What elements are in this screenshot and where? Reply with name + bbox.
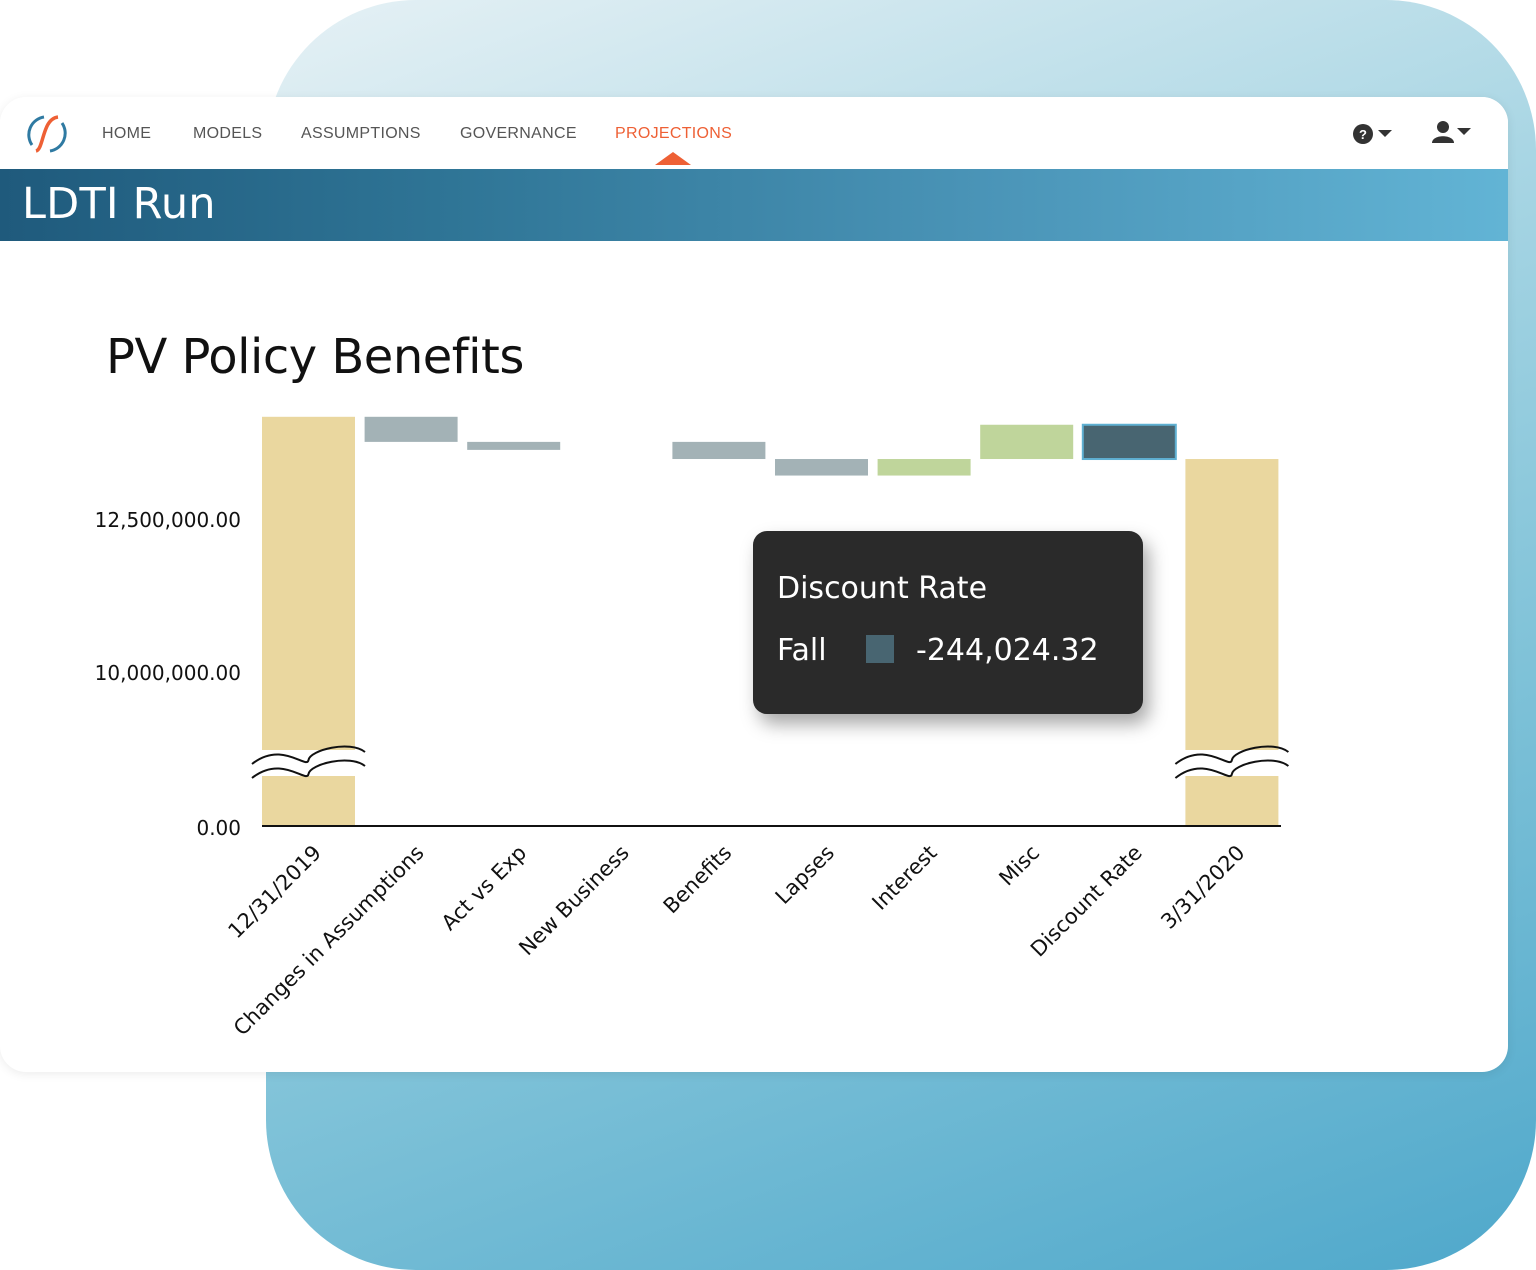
- x-tick-label-1: Changes in Assumptions: [229, 841, 429, 1041]
- nav-models[interactable]: MODELS: [193, 125, 263, 142]
- nav-projections[interactable]: PROJECTIONS: [615, 125, 733, 142]
- bar-act-vs-exp[interactable]: [467, 441, 561, 450]
- user-icon: [1432, 121, 1454, 143]
- help-menu-button[interactable]: ?: [1352, 121, 1398, 147]
- bar-benefits[interactable]: [672, 441, 766, 460]
- bar-lapses[interactable]: [775, 459, 868, 476]
- nav-assumptions[interactable]: ASSUMPTIONS: [301, 125, 421, 142]
- x-tick-label-8: Discount Rate: [1026, 841, 1147, 962]
- x-tick-label-5: Lapses: [771, 841, 839, 909]
- y-tick-label-0: 0.00: [196, 816, 241, 840]
- y-tick-label-2: 12,500,000.00: [95, 508, 241, 532]
- top-navbar: HOME MODELS ASSUMPTIONS GOVERNANCE PROJE…: [0, 97, 1508, 169]
- user-menu-button[interactable]: [1430, 119, 1476, 147]
- tooltip-title: Discount Rate: [777, 571, 988, 606]
- axis-break-icon: [251, 745, 366, 779]
- chart-tooltip: Discount Rate Fall -244,024.32: [753, 531, 1143, 714]
- tooltip-value: -244,024.32: [916, 633, 1099, 668]
- x-tick-label-0: 12/31/2019: [223, 841, 326, 944]
- bar-misc[interactable]: [980, 424, 1074, 460]
- question-circle-icon: ?: [1353, 124, 1373, 144]
- page-title: LDTI Run: [22, 179, 216, 229]
- x-tick-label-2: Act vs Exp: [437, 841, 531, 935]
- y-tick-label-1: 10,000,000.00: [95, 661, 241, 685]
- page-header-banner: LDTI Run: [0, 169, 1508, 241]
- x-tick-label-9: 3/31/2020: [1156, 841, 1249, 934]
- bar-discount-rate[interactable]: [1081, 423, 1177, 461]
- tooltip-series-label: Fall: [777, 633, 827, 668]
- nav-home[interactable]: HOME: [102, 125, 152, 142]
- x-tick-label-6: Interest: [867, 841, 941, 915]
- bar-interest[interactable]: [877, 459, 971, 476]
- app-window: HOME MODELS ASSUMPTIONS GOVERNANCE PROJE…: [0, 97, 1508, 1072]
- nav-governance[interactable]: GOVERNANCE: [460, 125, 577, 142]
- tooltip-color-swatch: [866, 635, 894, 663]
- x-tick-label-3: New Business: [514, 841, 634, 961]
- svg-text:?: ?: [1359, 127, 1367, 142]
- app-logo-icon[interactable]: [24, 111, 70, 157]
- chevron-down-icon: [1378, 130, 1392, 137]
- chart-title: PV Policy Benefits: [106, 329, 524, 385]
- axis-break-icon: [1174, 745, 1290, 779]
- waterfall-chart: 0.00 10,000,000.00 12,500,000.00 12/31/2019…: [95, 416, 1290, 1041]
- bar-changes-in-assumptions[interactable]: [364, 416, 458, 442]
- x-tick-label-7: Misc: [994, 841, 1044, 891]
- chevron-down-icon: [1457, 128, 1471, 135]
- active-tab-indicator: [655, 152, 691, 165]
- x-tick-label-4: Benefits: [659, 841, 737, 919]
